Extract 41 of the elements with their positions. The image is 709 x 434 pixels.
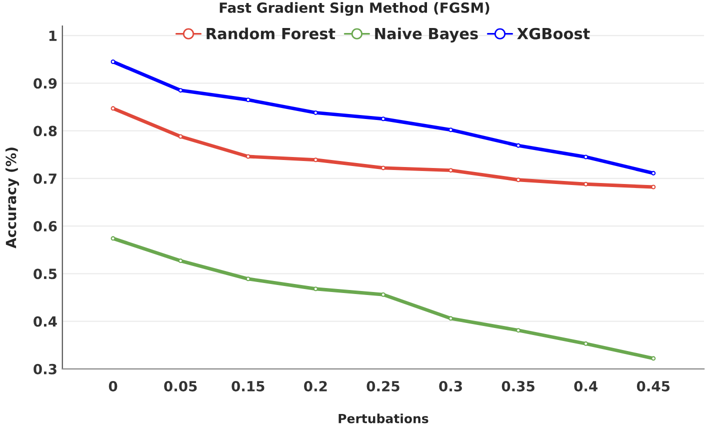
y-tick-label: 0.9	[34, 78, 57, 89]
legend-label: XGBoost	[517, 28, 590, 40]
y-tick-label: 0.3	[34, 364, 56, 374]
point	[651, 356, 656, 361]
legend-label: Random Forest	[206, 28, 336, 40]
x-tick-label: 0.4	[574, 380, 598, 392]
x-tick-label: 0.25	[366, 380, 400, 392]
y-tick-label: 0.8	[34, 126, 57, 136]
point	[178, 134, 183, 139]
point	[110, 106, 116, 111]
x-tick-label: 0	[108, 380, 118, 392]
point	[380, 166, 386, 170]
point	[584, 341, 588, 346]
point	[246, 154, 250, 159]
x-tick-label: 0.05	[164, 380, 197, 392]
y-tick-label: 0.5	[34, 268, 57, 280]
point	[246, 276, 250, 282]
point	[584, 154, 588, 160]
x-tick-label: 0.2	[304, 380, 327, 392]
point	[110, 236, 116, 241]
point	[246, 98, 250, 102]
point	[178, 88, 183, 93]
x-tick-label: 0.15	[232, 380, 264, 392]
point	[313, 110, 318, 115]
point	[651, 170, 656, 176]
x-tick-label: 0.45	[636, 380, 670, 392]
point	[651, 184, 656, 190]
chart-title: Fast Gradient Sign Method (FGSM)	[220, 2, 490, 16]
point	[178, 258, 183, 264]
y-tick-label: 0.7	[34, 173, 56, 184]
y-tick-label: 1	[49, 30, 57, 41]
x-tick-label: 0.35	[502, 380, 534, 392]
y-axis-title: Accuracy (%)	[6, 148, 20, 248]
y-tick-label: 0.4	[34, 316, 57, 327]
point	[313, 286, 318, 292]
y-tick-label: 0.6	[34, 221, 57, 232]
point	[110, 60, 116, 64]
legend-label: Naive Bayes	[375, 28, 478, 42]
x-tick-label: 0.3	[439, 380, 462, 392]
point	[516, 143, 521, 148]
x-axis-title: Pertubations	[338, 414, 428, 424]
